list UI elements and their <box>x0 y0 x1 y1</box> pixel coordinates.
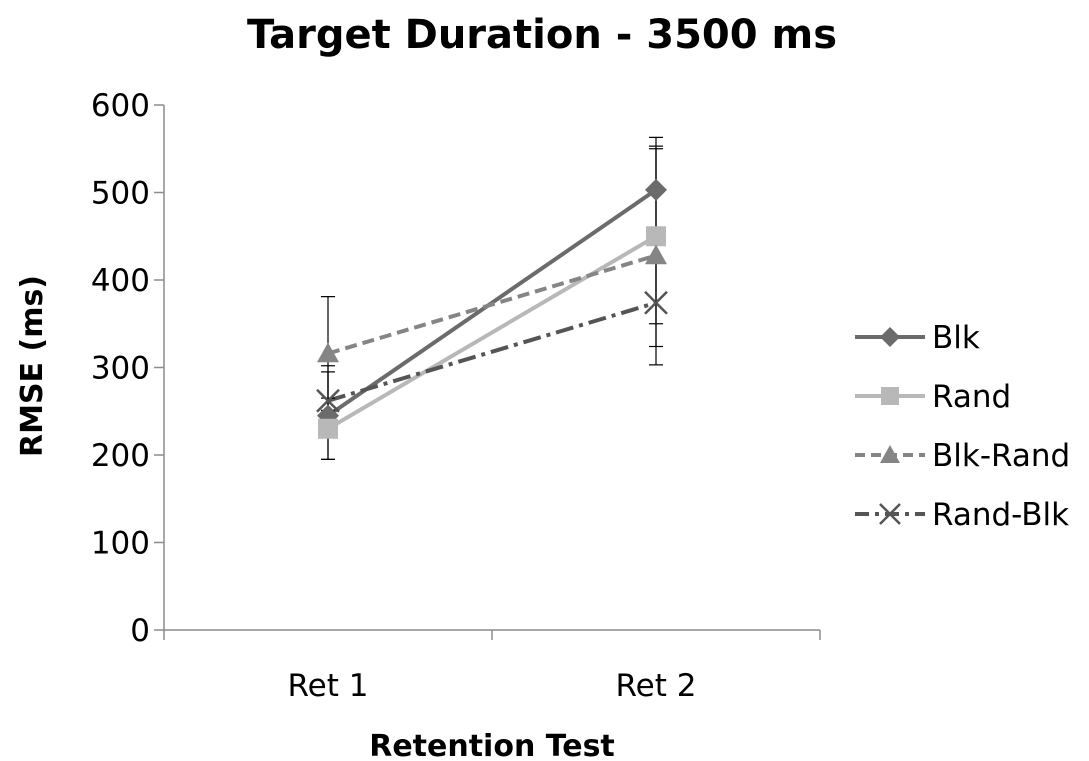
series-line-rand-blk <box>327 300 657 403</box>
y-ticks: 0 100 200 300 400 500 600 <box>91 88 164 649</box>
legend-label-rand-blk: Rand-Blk <box>932 497 1069 533</box>
data-points <box>316 178 668 439</box>
error-bars <box>321 136 663 460</box>
axes <box>163 105 820 631</box>
chart-title: Target Duration - 3500 ms <box>247 12 837 58</box>
series-line-rand <box>326 234 658 431</box>
plot-area <box>316 136 668 460</box>
legend-item-rand: Rand <box>855 379 1011 415</box>
data-point-rand <box>318 418 338 439</box>
x-tick-label: Ret 1 <box>288 668 369 704</box>
y-tick-label: 500 <box>91 176 150 212</box>
x-ticks: Ret 1 Ret 2 <box>163 630 821 704</box>
legend-label-blk-rand: Blk-Rand <box>932 438 1070 474</box>
legend-item-rand-blk: Rand-Blk <box>855 497 1069 533</box>
data-point-rand-blk <box>644 290 668 315</box>
legend-marker-rand-blk <box>879 503 901 525</box>
y-tick-label: 300 <box>91 351 150 387</box>
legend-item-blk: Blk <box>855 320 980 356</box>
x-tick-label: Ret 2 <box>616 668 697 704</box>
y-axis-title: RMSE (ms) <box>15 275 50 457</box>
data-point-blk-rand <box>317 342 339 363</box>
y-tick-label: 0 <box>130 613 150 649</box>
data-point-rand <box>646 226 666 247</box>
legend-item-blk-rand: Blk-Rand <box>855 438 1070 474</box>
legend: Blk Rand Blk-Rand Rand-Blk <box>855 320 1070 533</box>
legend-label-rand: Rand <box>932 379 1011 415</box>
data-point-blk <box>645 178 667 201</box>
y-tick-label: 100 <box>91 526 150 562</box>
series-line-blk-rand <box>327 253 657 356</box>
data-point-rand-blk <box>316 388 340 413</box>
x-axis-title: Retention Test <box>369 729 615 761</box>
legend-marker-blk-rand <box>880 445 900 463</box>
legend-label-blk: Blk <box>932 320 980 356</box>
y-tick-label: 600 <box>91 88 150 124</box>
legend-marker-rand <box>881 387 899 405</box>
data-point-blk-rand <box>645 244 667 265</box>
legend-marker-blk <box>880 327 900 347</box>
y-tick-label: 400 <box>91 263 150 299</box>
series-lines <box>326 188 658 431</box>
y-tick-label: 200 <box>91 438 150 474</box>
